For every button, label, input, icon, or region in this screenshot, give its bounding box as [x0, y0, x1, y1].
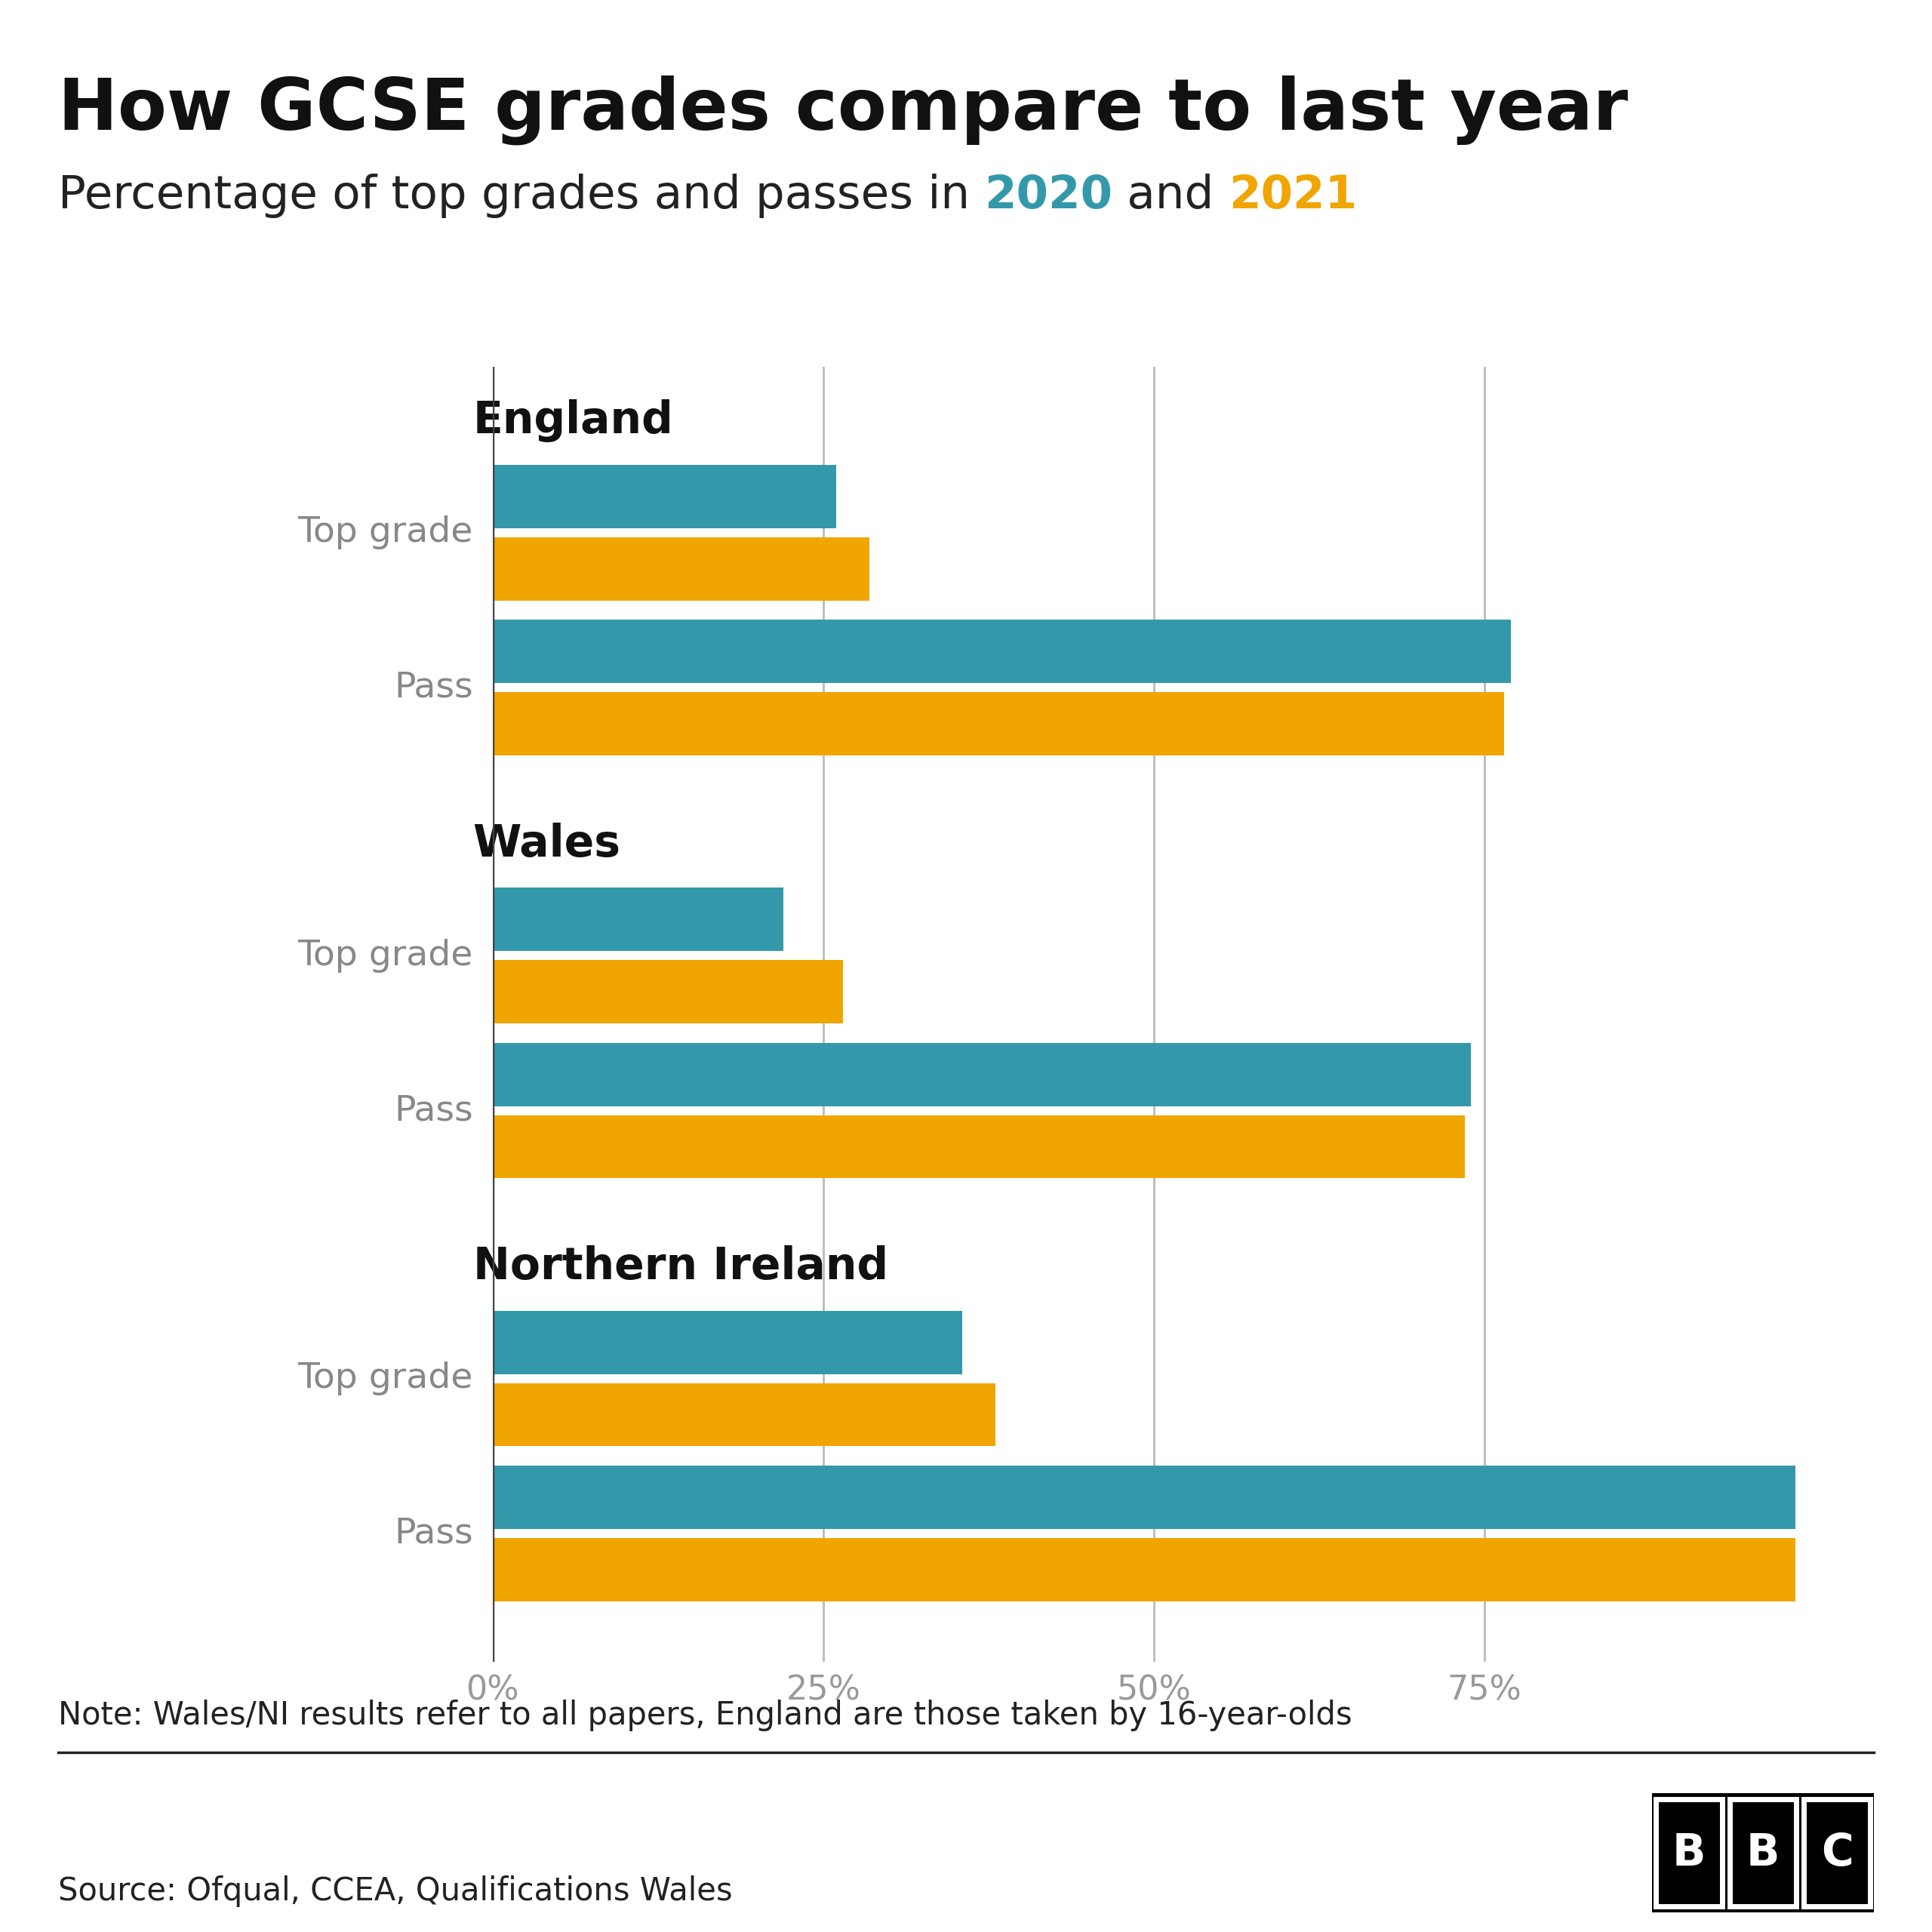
Bar [493, 692, 1505, 755]
Text: 2020: 2020 [983, 174, 1113, 218]
FancyBboxPatch shape [1804, 1799, 1870, 1907]
FancyBboxPatch shape [1656, 1799, 1721, 1907]
Text: and: and [1113, 174, 1229, 218]
Text: Pass: Pass [394, 670, 473, 705]
Text: How GCSE grades compare to last year: How GCSE grades compare to last year [58, 75, 1629, 145]
Bar [493, 1466, 1795, 1528]
Text: B: B [1747, 1832, 1779, 1874]
Text: C: C [1820, 1832, 1853, 1874]
Text: Wales: Wales [473, 823, 620, 866]
Bar [493, 1310, 962, 1374]
Bar [493, 466, 837, 527]
Bar [493, 620, 1511, 684]
Bar [493, 1043, 1472, 1107]
Text: England: England [473, 400, 674, 442]
Text: Pass: Pass [394, 1094, 473, 1128]
FancyBboxPatch shape [1729, 1799, 1797, 1907]
Text: Note: Wales/NI results refer to all papers, England are those taken by 16-year-o: Note: Wales/NI results refer to all pape… [58, 1700, 1352, 1731]
Text: Pass: Pass [394, 1517, 473, 1551]
Bar [493, 1383, 995, 1447]
Text: Top grade: Top grade [298, 939, 473, 972]
Bar [493, 537, 869, 601]
Bar [493, 1115, 1464, 1179]
Text: Top grade: Top grade [298, 516, 473, 549]
Bar [493, 960, 842, 1024]
Text: B: B [1671, 1832, 1706, 1874]
Bar [493, 889, 784, 951]
Text: Top grade: Top grade [298, 1362, 473, 1395]
Text: Source: Ofqual, CCEA, Qualifications Wales: Source: Ofqual, CCEA, Qualifications Wal… [58, 1876, 732, 1907]
Bar [493, 1538, 1795, 1602]
Text: Percentage of top grades and passes in: Percentage of top grades and passes in [58, 174, 983, 218]
Text: 2021: 2021 [1229, 174, 1356, 218]
Text: Northern Ireland: Northern Ireland [473, 1246, 889, 1289]
